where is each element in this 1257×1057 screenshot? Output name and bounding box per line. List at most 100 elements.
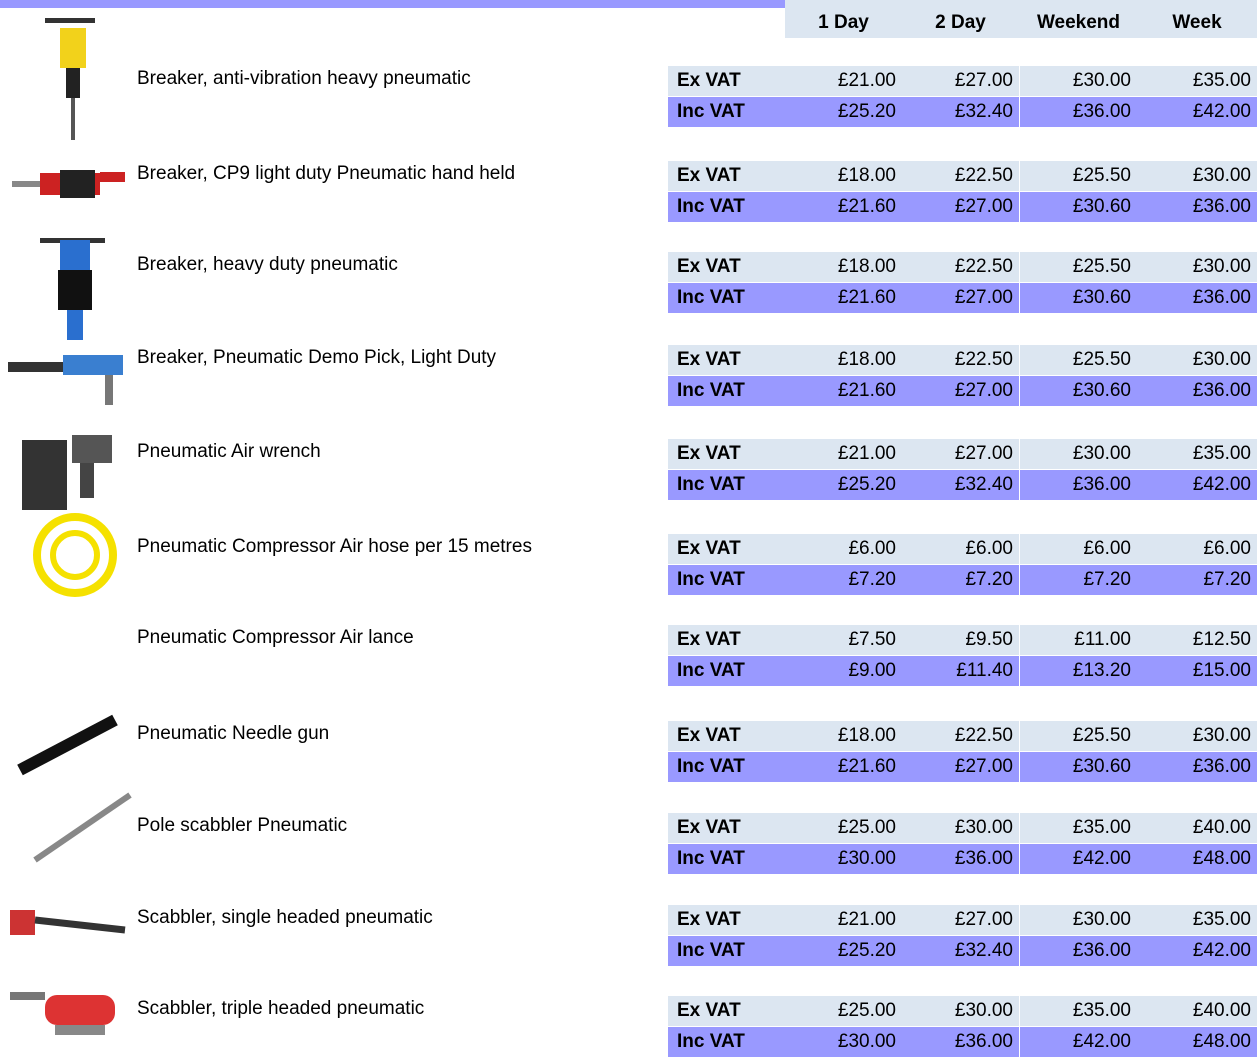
inc-vat-price: £11.40 bbox=[902, 656, 1019, 686]
ex-vat-label: Ex VAT bbox=[668, 625, 785, 655]
inc-vat-price: £30.00 bbox=[785, 1027, 902, 1057]
triple-scabbler-image bbox=[10, 992, 115, 1035]
ex-vat-price: £30.00 bbox=[1137, 252, 1257, 282]
ex-vat-price: £35.00 bbox=[1020, 813, 1137, 843]
ex-vat-price: £30.00 bbox=[902, 813, 1019, 843]
ex-vat-price: £18.00 bbox=[785, 345, 902, 375]
ex-vat-price: £27.00 bbox=[902, 905, 1019, 935]
inc-vat-price: £32.40 bbox=[902, 97, 1019, 127]
inc-vat-price: £32.40 bbox=[902, 936, 1019, 966]
product-name: Breaker, Pneumatic Demo Pick, Light Duty bbox=[137, 347, 497, 368]
ex-vat-price: £6.00 bbox=[1137, 534, 1257, 564]
inc-vat-price: £42.00 bbox=[1137, 936, 1257, 966]
ex-vat-price: £30.00 bbox=[1137, 161, 1257, 191]
inc-vat-price: £7.20 bbox=[902, 565, 1019, 595]
inc-vat-price: £36.00 bbox=[902, 1027, 1019, 1057]
inc-vat-label: Inc VAT bbox=[668, 470, 785, 500]
ex-vat-price: £30.00 bbox=[902, 996, 1019, 1026]
inc-vat-price: £21.60 bbox=[785, 283, 902, 313]
ex-vat-price: £11.00 bbox=[1020, 625, 1137, 655]
ex-vat-price: £25.50 bbox=[1020, 721, 1137, 751]
inc-vat-price: £7.20 bbox=[785, 565, 902, 595]
product-name: Breaker, anti-vibration heavy pneumatic bbox=[137, 68, 471, 89]
inc-vat-price: £36.00 bbox=[1137, 283, 1257, 313]
ex-vat-price: £25.50 bbox=[1020, 161, 1137, 191]
inc-vat-price: £30.00 bbox=[785, 844, 902, 874]
ex-vat-price: £35.00 bbox=[1137, 439, 1257, 469]
inc-vat-label: Inc VAT bbox=[668, 97, 785, 127]
inc-vat-price: £36.00 bbox=[1137, 192, 1257, 222]
inc-vat-label: Inc VAT bbox=[668, 656, 785, 686]
header-background bbox=[785, 0, 1257, 38]
column-header: 2 Day bbox=[935, 12, 986, 33]
inc-vat-label: Inc VAT bbox=[668, 936, 785, 966]
inc-vat-price: £36.00 bbox=[1020, 470, 1137, 500]
breaker-image bbox=[45, 18, 95, 140]
inc-vat-price: £36.00 bbox=[902, 844, 1019, 874]
inc-vat-price: £42.00 bbox=[1020, 844, 1137, 874]
ex-vat-price: £25.50 bbox=[1020, 252, 1137, 282]
pole-scabbler-image bbox=[33, 792, 132, 863]
inc-vat-price: £7.20 bbox=[1137, 565, 1257, 595]
inc-vat-price: £25.20 bbox=[785, 97, 902, 127]
inc-vat-price: £30.60 bbox=[1020, 283, 1137, 313]
cp9-image bbox=[12, 170, 125, 198]
product-name: Breaker, CP9 light duty Pneumatic hand h… bbox=[137, 163, 516, 184]
inc-vat-price: £27.00 bbox=[902, 192, 1019, 222]
hose-image bbox=[33, 513, 117, 597]
ex-vat-label: Ex VAT bbox=[668, 252, 785, 282]
inc-vat-label: Inc VAT bbox=[668, 565, 785, 595]
product-name: Scabbler, single headed pneumatic bbox=[137, 907, 433, 928]
column-header: Weekend bbox=[1036, 12, 1121, 33]
ex-vat-label: Ex VAT bbox=[668, 161, 785, 191]
inc-vat-price: £30.60 bbox=[1020, 376, 1137, 406]
ex-vat-price: £21.00 bbox=[785, 905, 902, 935]
ex-vat-label: Ex VAT bbox=[668, 813, 785, 843]
product-name: Breaker, heavy duty pneumatic bbox=[137, 254, 398, 275]
ex-vat-price: £6.00 bbox=[902, 534, 1019, 564]
ex-vat-price: £18.00 bbox=[785, 721, 902, 751]
ex-vat-price: £35.00 bbox=[1020, 996, 1137, 1026]
product-name: Pneumatic Compressor Air hose per 15 met… bbox=[137, 536, 532, 557]
inc-vat-price: £36.00 bbox=[1137, 376, 1257, 406]
ex-vat-price: £12.50 bbox=[1137, 625, 1257, 655]
ex-vat-price: £22.50 bbox=[902, 161, 1019, 191]
ex-vat-price: £27.00 bbox=[902, 439, 1019, 469]
inc-vat-price: £21.60 bbox=[785, 376, 902, 406]
ex-vat-price: £30.00 bbox=[1020, 66, 1137, 96]
ex-vat-price: £27.00 bbox=[902, 66, 1019, 96]
ex-vat-price: £30.00 bbox=[1020, 905, 1137, 935]
product-name: Pneumatic Air wrench bbox=[137, 441, 321, 462]
inc-vat-price: £13.20 bbox=[1020, 656, 1137, 686]
inc-vat-price: £48.00 bbox=[1137, 844, 1257, 874]
ex-vat-price: £21.00 bbox=[785, 439, 902, 469]
product-name: Pole scabbler Pneumatic bbox=[137, 815, 348, 836]
ex-vat-label: Ex VAT bbox=[668, 721, 785, 751]
ex-vat-price: £21.00 bbox=[785, 66, 902, 96]
inc-vat-price: £21.60 bbox=[785, 192, 902, 222]
ex-vat-price: £25.00 bbox=[785, 813, 902, 843]
inc-vat-label: Inc VAT bbox=[668, 844, 785, 874]
ex-vat-price: £9.50 bbox=[902, 625, 1019, 655]
inc-vat-label: Inc VAT bbox=[668, 1027, 785, 1057]
inc-vat-price: £25.20 bbox=[785, 470, 902, 500]
title-bar bbox=[0, 0, 785, 8]
ex-vat-price: £35.00 bbox=[1137, 905, 1257, 935]
inc-vat-price: £30.60 bbox=[1020, 192, 1137, 222]
ex-vat-price: £7.50 bbox=[785, 625, 902, 655]
ex-vat-price: £22.50 bbox=[902, 252, 1019, 282]
ex-vat-price: £6.00 bbox=[785, 534, 902, 564]
inc-vat-price: £21.60 bbox=[785, 752, 902, 782]
inc-vat-price: £36.00 bbox=[1020, 97, 1137, 127]
ex-vat-price: £30.00 bbox=[1020, 439, 1137, 469]
inc-vat-price: £7.20 bbox=[1020, 565, 1137, 595]
ex-vat-price: £25.00 bbox=[785, 996, 902, 1026]
product-images bbox=[8, 18, 132, 1035]
inc-vat-price: £27.00 bbox=[902, 376, 1019, 406]
ex-vat-price: £40.00 bbox=[1137, 813, 1257, 843]
inc-vat-price: £42.00 bbox=[1020, 1027, 1137, 1057]
column-header: 1 Day bbox=[818, 12, 869, 33]
product-name: Pneumatic Compressor Air lance bbox=[137, 627, 414, 648]
inc-vat-price: £48.00 bbox=[1137, 1027, 1257, 1057]
